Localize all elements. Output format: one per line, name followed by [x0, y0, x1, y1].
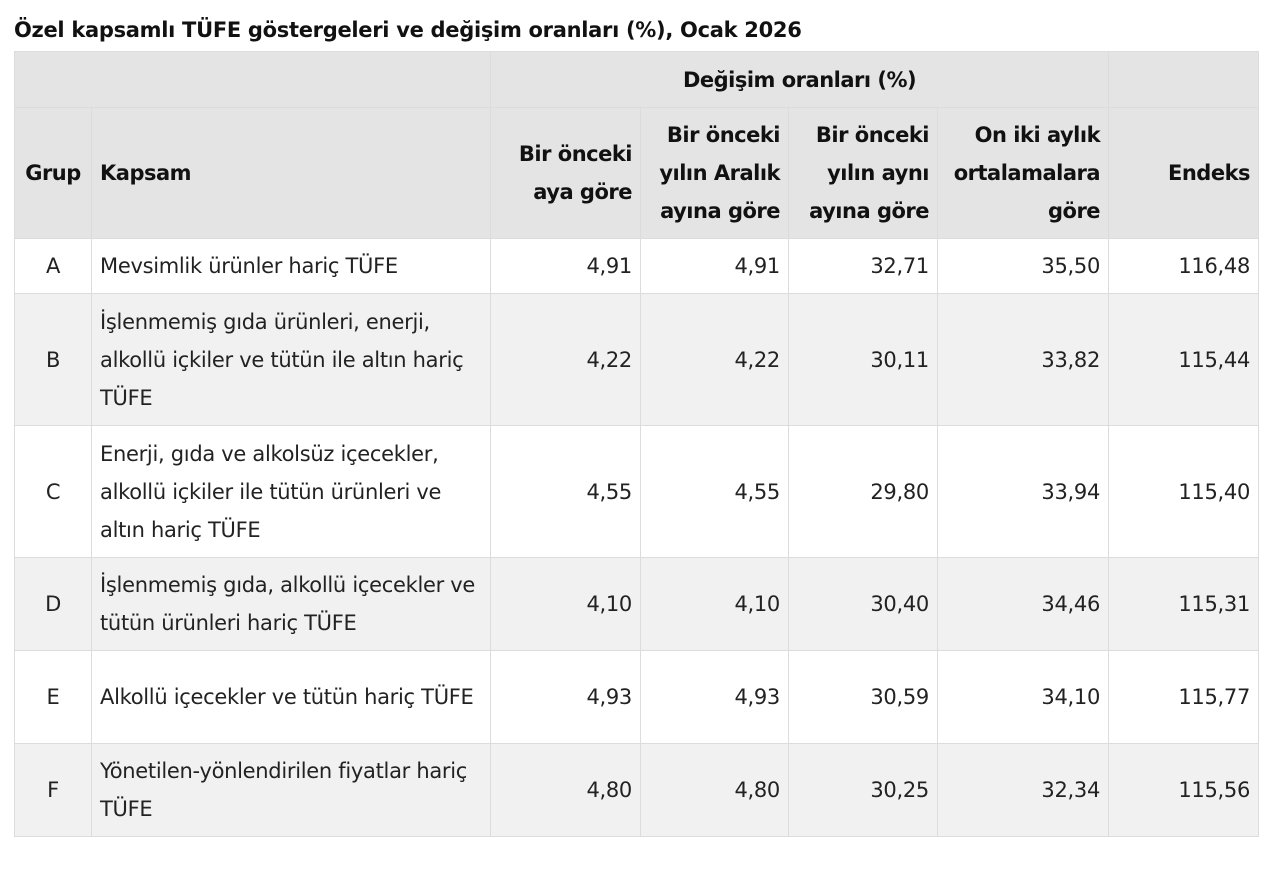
cell-grup: F [14, 743, 92, 837]
header-endeks: Endeks [1108, 107, 1260, 239]
cell-12-month-avg: 32,34 [936, 743, 1110, 837]
cell-yearly: 30,59 [788, 650, 938, 744]
header-december: Bir önceki yılın Aralık ayına göre [640, 107, 789, 239]
header-grup: Grup [14, 107, 92, 239]
header-12-month-avg: On iki aylık ortalamalara göre [936, 107, 1110, 239]
cell-december: 4,80 [640, 743, 789, 837]
cell-grup: A [14, 238, 92, 294]
cell-monthly: 4,22 [490, 293, 641, 426]
header-monthly: Bir önceki aya göre [490, 107, 641, 239]
header-kapsam: Kapsam [91, 107, 491, 239]
cell-12-month-avg: 33,82 [936, 293, 1110, 426]
table-row: F Yönetilen-yönlendirilen fiyatlar hariç… [14, 743, 1260, 837]
cell-12-month-avg: 34,10 [936, 650, 1110, 744]
cell-december: 4,22 [640, 293, 789, 426]
cell-monthly: 4,91 [490, 238, 641, 294]
table-title: Özel kapsamlı TÜFE göstergeleri ve değiş… [14, 18, 802, 42]
table-row: E Alkollü içecekler ve tütün hariç TÜFE … [14, 650, 1260, 744]
cell-yearly: 30,40 [788, 557, 938, 651]
cell-12-month-avg: 35,50 [936, 238, 1110, 294]
cell-endeks: 115,31 [1108, 557, 1260, 651]
table-row: C Enerji, gıda ve alkolsüz içecekler, al… [14, 425, 1260, 558]
cell-grup: D [14, 557, 92, 651]
cell-yearly: 29,80 [788, 425, 938, 558]
cell-kapsam: Mevsimlik ürünler hariç TÜFE [91, 238, 491, 294]
table-row: D İşlenmemiş gıda, alkollü içecekler ve … [14, 557, 1260, 651]
cell-endeks: 115,77 [1108, 650, 1260, 744]
cell-grup: B [14, 293, 92, 426]
header-row-group: Değişim oranları (%) [14, 51, 1260, 108]
cell-kapsam: Enerji, gıda ve alkolsüz içecekler, alko… [91, 425, 491, 558]
cell-kapsam: İşlenmemiş gıda, alkollü içecekler ve tü… [91, 557, 491, 651]
cell-endeks: 116,48 [1108, 238, 1260, 294]
cpi-table: Değişim oranları (%) Grup Kapsam Bir önc… [14, 51, 1260, 837]
cell-kapsam: Yönetilen-yönlendirilen fiyatlar hariç T… [91, 743, 491, 837]
header-empty-right [1108, 51, 1260, 108]
cell-grup: E [14, 650, 92, 744]
cell-monthly: 4,80 [490, 743, 641, 837]
cell-12-month-avg: 33,94 [936, 425, 1110, 558]
cell-monthly: 4,93 [490, 650, 641, 744]
cell-yearly: 32,71 [788, 238, 938, 294]
cell-yearly: 30,11 [788, 293, 938, 426]
header-change-rates: Değişim oranları (%) [489, 51, 1110, 108]
cell-endeks: 115,44 [1108, 293, 1260, 426]
cell-endeks: 115,40 [1108, 425, 1260, 558]
header-empty [14, 51, 491, 108]
table-row: A Mevsimlik ürünler hariç TÜFE 4,91 4,91… [14, 238, 1260, 294]
cell-monthly: 4,55 [490, 425, 641, 558]
table-row: B İşlenmemiş gıda ürünleri, enerji, alko… [14, 293, 1260, 426]
cell-december: 4,91 [640, 238, 789, 294]
cell-grup: C [14, 425, 92, 558]
cell-12-month-avg: 34,46 [936, 557, 1110, 651]
cell-monthly: 4,10 [490, 557, 641, 651]
header-yearly: Bir önceki yılın aynı ayına göre [788, 107, 938, 239]
cell-december: 4,55 [640, 425, 789, 558]
cell-december: 4,10 [640, 557, 789, 651]
cell-kapsam: İşlenmemiş gıda ürünleri, enerji, alkoll… [91, 293, 491, 426]
header-row-columns: Grup Kapsam Bir önceki aya göre Bir önce… [14, 107, 1260, 239]
cell-kapsam: Alkollü içecekler ve tütün hariç TÜFE [91, 650, 491, 744]
cell-endeks: 115,56 [1108, 743, 1260, 837]
cell-yearly: 30,25 [788, 743, 938, 837]
cell-december: 4,93 [640, 650, 789, 744]
